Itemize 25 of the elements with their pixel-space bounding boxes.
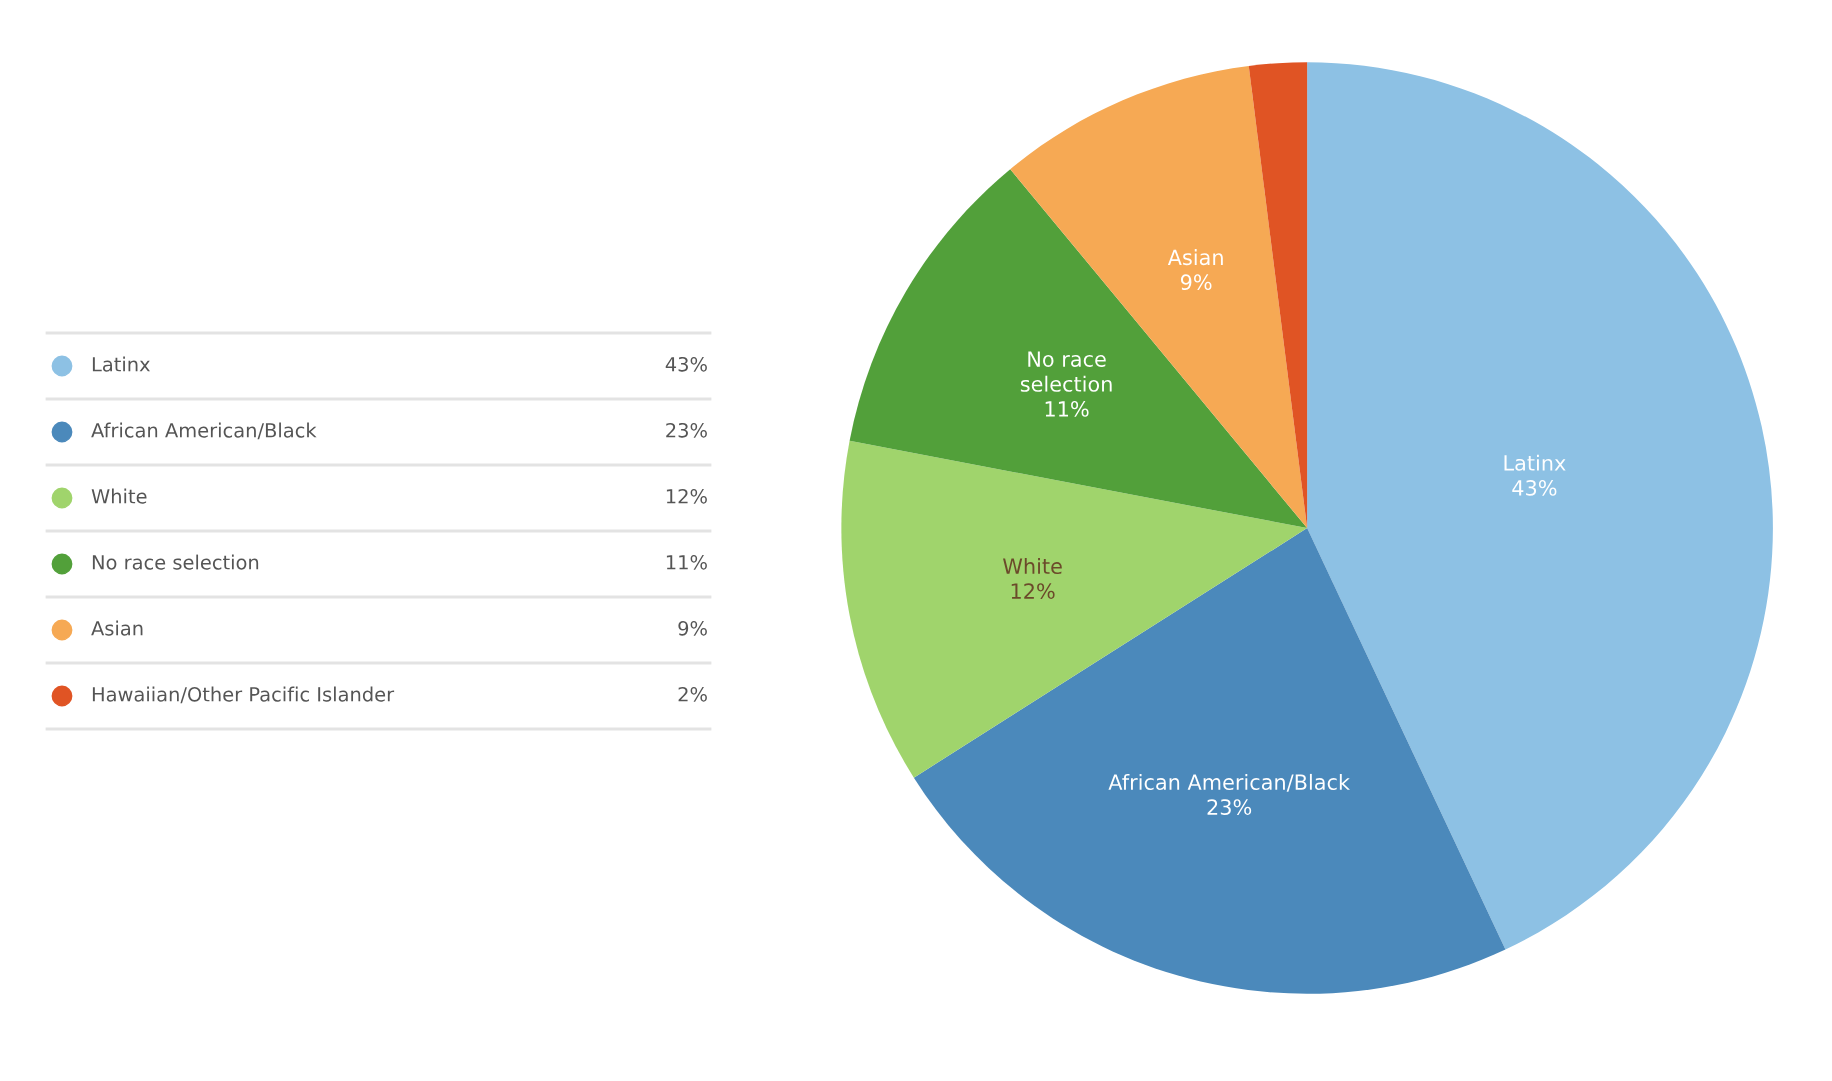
legend-label: White [91,488,147,504]
data-label: 12% [1011,583,1055,599]
text: 9% [678,620,707,636]
text: 12% [666,488,707,504]
legend-label: Asian [91,620,143,636]
slice-label: Latinx [1504,454,1566,471]
legend-label: No race selection [92,554,259,570]
text: 23% [666,422,707,438]
pie-slice [913,528,1506,994]
slice-label: White [1003,557,1062,575]
slice-label: No race selection [1020,351,1112,392]
slice-label: Asian [1167,249,1223,266]
slice-label: African American/Black [1108,773,1350,792]
data-label: 23% [1207,799,1252,815]
legend-label: African American/Black [91,422,317,440]
text: 43% [665,356,707,372]
legend-label: Latinx [92,356,150,372]
data-label: 2% [678,686,707,702]
pie-slice [849,169,1308,529]
data-label: 43% [1512,480,1557,496]
text: 11% [666,554,707,570]
legend-label: Hawaiian/Other Pacific Islander [92,686,395,704]
pie-slice [1010,65,1308,529]
data-label: 11% [1045,401,1089,417]
data-label: 9% [1180,274,1212,291]
